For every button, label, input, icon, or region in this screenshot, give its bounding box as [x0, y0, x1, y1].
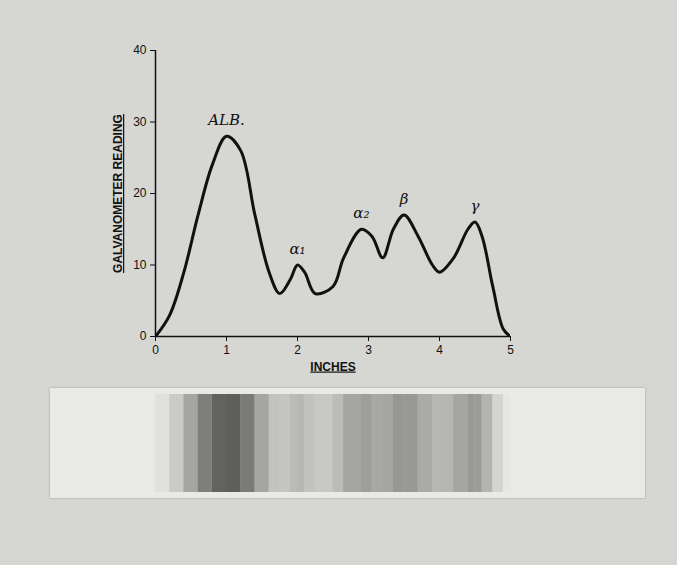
svg-text:0: 0: [152, 343, 159, 357]
svg-text:0: 0: [140, 329, 147, 343]
svg-text:2: 2: [294, 343, 301, 357]
svg-text:40: 40: [133, 43, 147, 57]
svg-text:3: 3: [365, 343, 372, 357]
svg-text:30: 30: [133, 115, 147, 129]
svg-text:γ: γ: [471, 197, 480, 215]
svg-text:β: β: [399, 190, 409, 208]
svg-text:ALB.: ALB.: [206, 111, 245, 129]
svg-text:1: 1: [223, 343, 230, 357]
svg-text:GALVANOMETER READING: GALVANOMETER READING: [111, 114, 125, 273]
svg-text:α₂: α₂: [353, 204, 369, 222]
svg-text:20: 20: [133, 186, 147, 200]
svg-text:5: 5: [507, 343, 514, 357]
svg-text:10: 10: [133, 258, 147, 272]
svg-text:α₁: α₁: [289, 240, 305, 258]
svg-text:4: 4: [436, 343, 443, 357]
svg-text:INCHES: INCHES: [310, 360, 355, 374]
